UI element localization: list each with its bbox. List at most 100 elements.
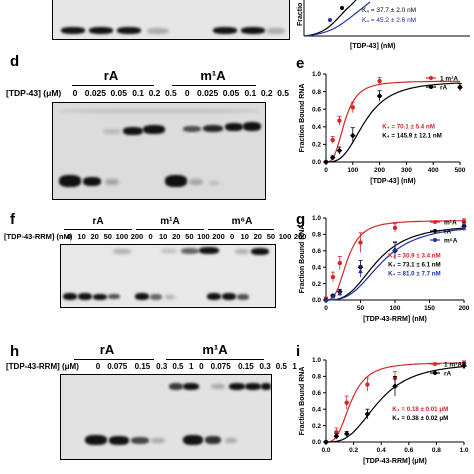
y-tick-label: 1.0 <box>312 215 321 222</box>
y-tick-label: 0.6 <box>312 248 321 255</box>
fit-curve-0 <box>325 80 460 163</box>
data-point <box>392 225 398 231</box>
legend-marker <box>429 76 433 80</box>
gel-h-group-rA: rA <box>99 342 115 357</box>
chart-e: 0 100 200 300 400 500 0.0 0.2 0.4 0.6 0.8 1.0 [TDP-4… <box>299 71 466 185</box>
gel-d-group-rA: rA <box>103 68 119 83</box>
y-tick-label: 0.0 <box>312 297 321 304</box>
kd-annotation: K₄ = 30.9 ± 3.4 nM <box>388 252 441 259</box>
legend-marker <box>429 85 433 89</box>
panel-label-d: d <box>10 53 20 70</box>
y-tick-label: 0.0 <box>312 159 321 166</box>
y-tick-label: 1.0 <box>312 357 321 364</box>
data-point <box>334 429 339 435</box>
gel-f <box>60 244 276 308</box>
legend-label: m¹A <box>444 219 457 226</box>
y-tick-label: 0.2 <box>312 142 321 149</box>
x-tick-label: 200 <box>459 305 470 312</box>
data-point <box>457 84 463 91</box>
gel-h-lane-param: [TDP-43-RRM] (μM) <box>6 362 79 371</box>
fit-curve-1 <box>326 82 461 163</box>
gel-h-conc-row: 0 0.075 0.15 0.3 0.5 1 0 0.075 0.15 0.3 … <box>95 362 297 371</box>
chart-c-ylabel-fragment: Fractio <box>297 3 304 26</box>
x-axis-label: [TDP-43-RRM] (μM) <box>363 458 427 465</box>
data-point <box>358 268 363 274</box>
kd-annotation: K₄ = 145.9 ± 12.1 nM <box>382 133 441 140</box>
panel-label-h: h <box>10 343 20 360</box>
gel-c-partial <box>52 0 290 40</box>
legend-label: rA <box>440 84 448 91</box>
chart-i: 0.0 0.2 0.4 0.6 0.8 1.0 0.0 0.2 0.4 0.6 0.8 1.0 [TDP… <box>299 357 469 465</box>
gel-f-group-m1A: m¹A <box>160 216 180 227</box>
y-tick-label: 0.0 <box>312 439 321 446</box>
legend-label: 1 m¹A <box>444 361 462 368</box>
kd-annotation: K₄ = 70.1 ± 5.4 nM <box>382 124 435 131</box>
x-tick-label: 0.2 <box>349 447 358 454</box>
data-point <box>330 294 336 299</box>
data-point <box>337 260 342 266</box>
y-tick-label: 0.8 <box>312 374 321 381</box>
fit-curve-0 <box>326 362 464 443</box>
data-point <box>343 430 350 437</box>
chart-c-kd-1: K₄ = 37.7 ± 2.0 nM <box>362 7 416 14</box>
x-tick-label: 0 <box>324 167 328 174</box>
y-tick-label: 0.2 <box>312 423 321 430</box>
panel-label-e: e <box>296 55 305 72</box>
y-axis-label: Fraction Bound RNA <box>299 225 306 294</box>
x-tick-label: 50 <box>357 305 365 312</box>
data-point <box>350 105 355 110</box>
gel-f-lane-param: [TDP-43-RRM] (nM) <box>4 232 73 241</box>
y-tick-label: 0.4 <box>312 124 321 131</box>
x-tick-label: 1.0 <box>459 447 468 454</box>
x-tick-label: 200 <box>374 167 385 174</box>
gel-d <box>52 102 266 200</box>
kd-annotation: K₄ = 0.18 ± 0.01 μM <box>392 406 448 413</box>
fit-curve-0 <box>326 220 464 301</box>
panel-label-g: g <box>296 211 306 228</box>
y-tick-label: 0.6 <box>312 106 321 113</box>
data-point <box>461 225 467 230</box>
kd-annotation: K₄ = 0.38 ± 0.02 μM <box>392 415 448 422</box>
y-tick-label: 0.6 <box>312 390 321 397</box>
data-point <box>323 439 329 445</box>
y-axis-label: Fraction Bound RNA <box>299 367 306 436</box>
x-axis-label: [TDP-43] (nM) <box>370 178 416 185</box>
chart-g: 0 50 100 150 200 0.0 0.2 0.4 0.6 0.8 1.0 [TDP-43-RR… <box>299 215 470 323</box>
kd-annotation: K₄ = 81.0 ± 7.7 nM <box>388 270 441 277</box>
x-tick-label: 0.8 <box>432 447 441 454</box>
legend-marker <box>433 362 437 366</box>
data-point <box>364 411 371 417</box>
x-tick-label: 0.0 <box>321 447 330 454</box>
legend-marker <box>433 371 437 375</box>
data-point <box>392 246 398 251</box>
chart-c-kd-2: K₄ = 45.2 ± 2.6 nM <box>362 17 416 24</box>
data-point <box>337 290 343 296</box>
legend-label: m⁶A <box>444 237 458 244</box>
gel-d-conc-row: 0 0.025 0.05 0.1 0.2 0.5 0 0.025 0.05 0.… <box>72 88 290 98</box>
gel-f-conc-row: 0 10 20 50 100 200 0 10 20 50 100 200 0 … <box>66 232 307 241</box>
legend-marker <box>433 220 437 224</box>
x-tick-label: 0.4 <box>377 447 386 454</box>
data-point <box>376 93 383 99</box>
chart-c-xlabel: [TDP-43] (nM) <box>350 43 396 50</box>
y-tick-label: 0.4 <box>312 406 321 413</box>
x-tick-label: 400 <box>428 167 439 174</box>
data-point <box>323 297 329 302</box>
data-point <box>461 219 467 224</box>
gel-h <box>60 374 272 460</box>
kd-annotation: K₄ = 73.1 ± 6.1 nM <box>388 261 441 268</box>
y-tick-label: 0.2 <box>312 281 321 288</box>
x-tick-label: 100 <box>390 305 401 312</box>
chart-c-partial: Fractio K₄ = 37.7 ± 2.0 nM K₄ = 45.2 ± 2… <box>297 0 470 50</box>
legend-label: rA <box>444 228 452 235</box>
legend-marker <box>433 238 437 242</box>
gel-f-group-rA: rA <box>92 216 104 227</box>
x-tick-label: 300 <box>401 167 412 174</box>
legend-label: 1 m¹A <box>440 75 458 82</box>
legend-label: rA <box>444 370 452 377</box>
panel-label-i: i <box>296 343 301 360</box>
data-point <box>330 137 335 143</box>
y-tick-label: 0.8 <box>312 89 321 96</box>
x-tick-label: 100 <box>347 167 358 174</box>
gel-d-lane-param: [TDP-43] (μM) <box>6 88 62 98</box>
